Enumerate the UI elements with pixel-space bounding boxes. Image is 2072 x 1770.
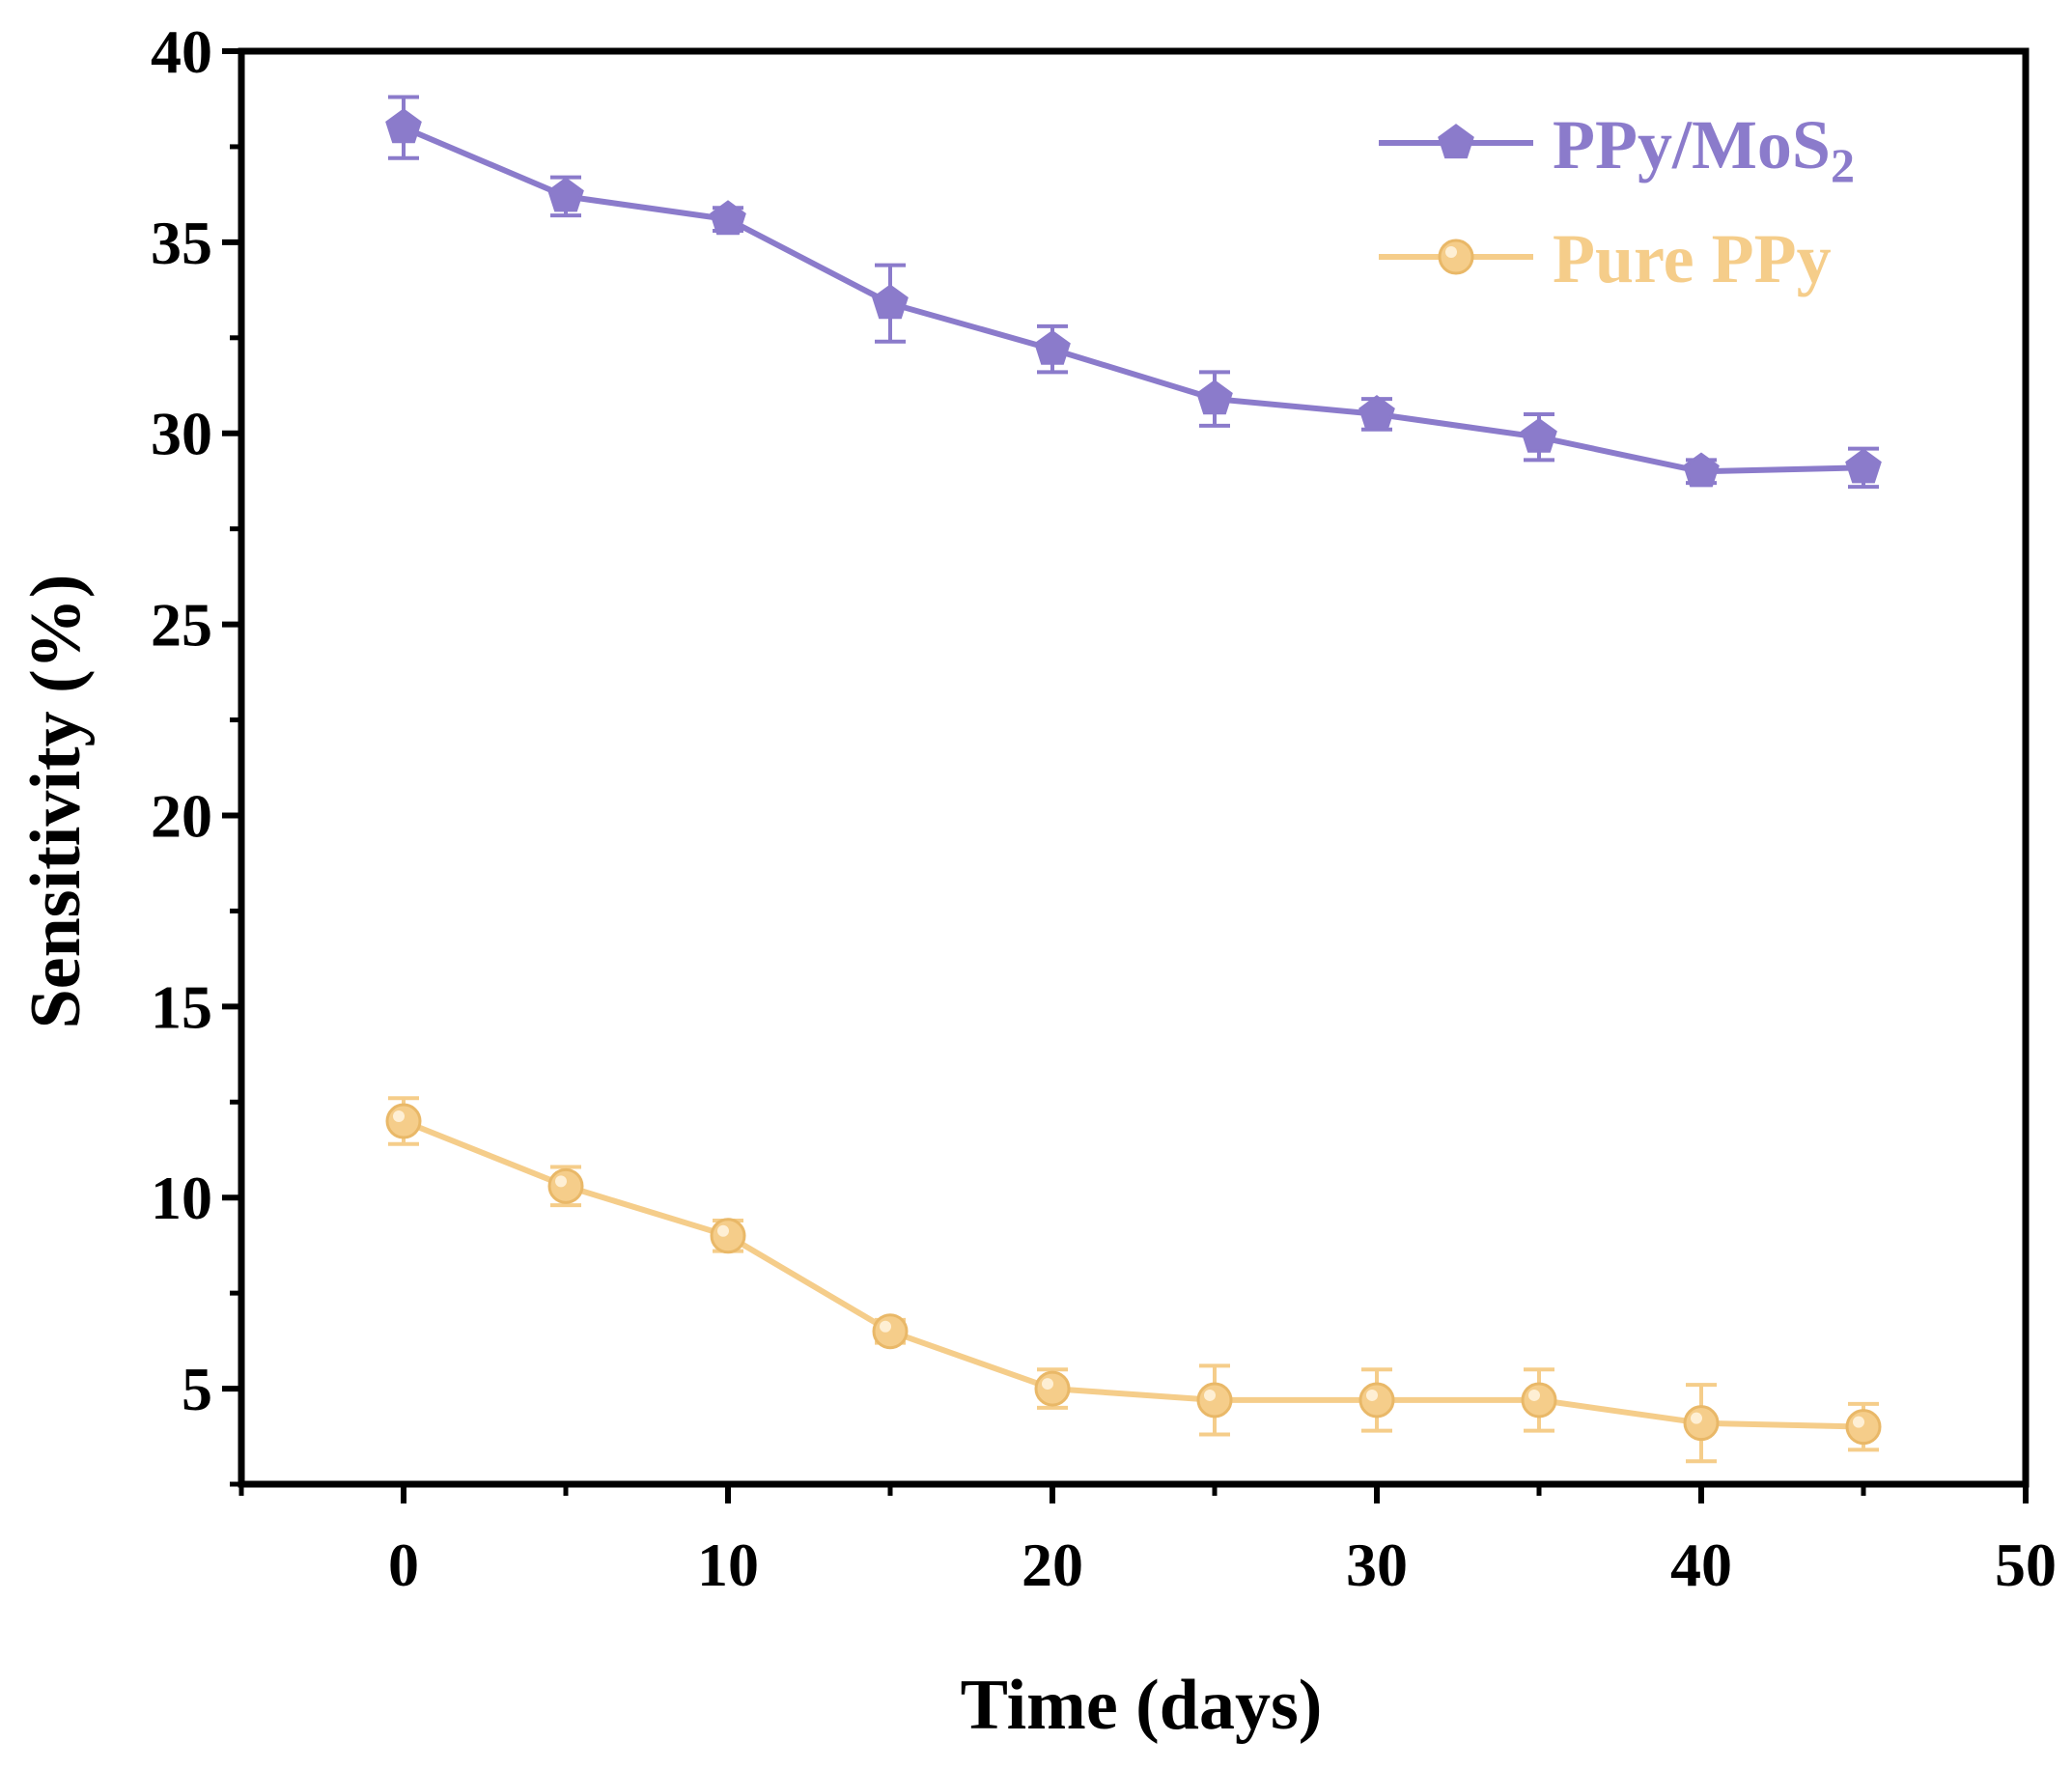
data-point [1845, 448, 1882, 484]
marker-highlight [1691, 1412, 1702, 1424]
series-line-pure-ppy [402, 1118, 1864, 1430]
x-tick-label: 50 [1995, 1531, 2057, 1599]
x-tick-label: 10 [697, 1531, 759, 1599]
data-point [385, 1103, 422, 1139]
series-pure-ppy [385, 1096, 1882, 1464]
y-axis-title: Sensitivity (%) [16, 575, 96, 1029]
marker-body [1358, 1382, 1395, 1419]
x-tick-label: 20 [1022, 1531, 1083, 1599]
marker-highlight [880, 1320, 891, 1333]
data-point [1683, 452, 1720, 488]
data-point [710, 1218, 746, 1254]
data-point [1683, 1405, 1720, 1442]
series-ppy-mos2 [385, 95, 1882, 490]
data-point [547, 1167, 584, 1204]
marker-body [710, 1218, 746, 1254]
data-point [1358, 1382, 1395, 1419]
data-point [872, 1313, 909, 1350]
data-point [1034, 1370, 1071, 1407]
marker-body [385, 1103, 422, 1139]
y-tick-label: 40 [151, 17, 212, 86]
data-point [1034, 329, 1071, 365]
marker-body [1196, 1382, 1233, 1419]
legend-item-pure-ppy: Pure PPy [1379, 220, 1832, 297]
marker-body [1683, 1405, 1720, 1442]
marker-highlight [1853, 1416, 1864, 1428]
marker-body [547, 1167, 584, 1204]
marker-body [1521, 1382, 1557, 1419]
marker-highlight [393, 1110, 405, 1123]
marker-body [1034, 1370, 1071, 1407]
legend-marker [1438, 124, 1474, 159]
marker-highlight [1042, 1378, 1053, 1391]
marker-highlight [1204, 1389, 1216, 1401]
marker-highlight [1445, 246, 1457, 258]
y-tick-label: 5 [182, 1355, 212, 1423]
x-tick-label: 40 [1670, 1531, 1732, 1599]
marker-body [1438, 239, 1474, 275]
marker-highlight [717, 1224, 729, 1237]
marker-highlight [555, 1175, 567, 1188]
data-point [547, 177, 584, 212]
legend-label: PPy/MoS2 [1553, 106, 1855, 192]
legend-marker [1438, 239, 1474, 275]
plot-frame [238, 47, 2030, 1488]
marker-highlight [1528, 1389, 1540, 1401]
data-point [1358, 395, 1395, 430]
y-tick-label: 25 [151, 591, 212, 660]
legend-label-subscript: 2 [1831, 138, 1855, 192]
data-point [385, 108, 422, 144]
x-axis-title: Time (days) [961, 1666, 1323, 1745]
data-point [1196, 379, 1233, 415]
y-tick-label: 30 [151, 400, 212, 468]
y-tick-label: 15 [151, 972, 212, 1041]
data-point [710, 200, 746, 236]
data-point [1845, 1409, 1882, 1446]
y-tick-label: 20 [151, 781, 212, 850]
data-point [1521, 417, 1557, 453]
y-tick-label: 35 [151, 209, 212, 277]
series-line-ppy-mos2 [402, 125, 1864, 475]
x-tick-label: 0 [388, 1531, 419, 1599]
data-point [1521, 1382, 1557, 1419]
y-tick-label: 10 [151, 1164, 212, 1232]
x-tick-label: 30 [1346, 1531, 1408, 1599]
marker-highlight [1366, 1389, 1378, 1401]
legend-item-ppy-mos2: PPy/MoS2 [1379, 106, 1855, 192]
marker-body [1845, 1409, 1882, 1446]
marker-body [872, 1313, 909, 1350]
data-point [1196, 1382, 1233, 1419]
data-point [872, 284, 909, 320]
legend-label: Pure PPy [1553, 220, 1832, 297]
